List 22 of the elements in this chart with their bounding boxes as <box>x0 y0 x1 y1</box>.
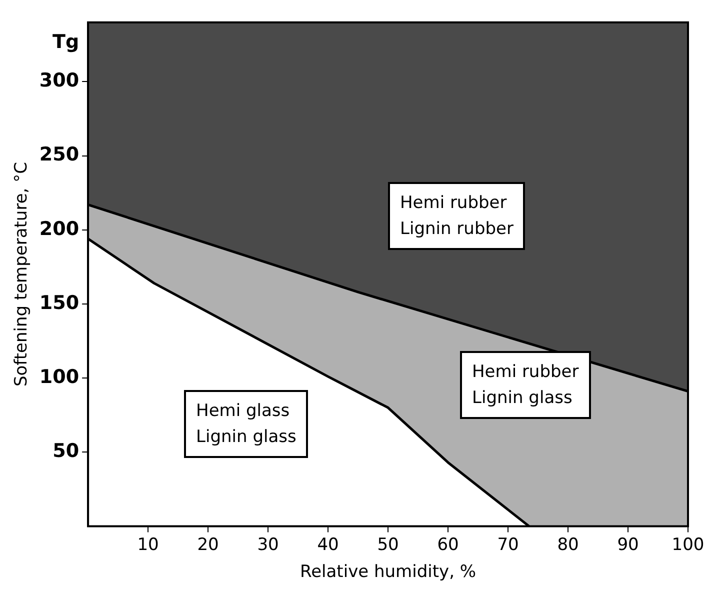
x-tick-label: 60 <box>437 534 459 555</box>
y-tick-label: Tg <box>52 31 80 54</box>
annotation: Hemi rubber Lignin glass <box>460 351 591 420</box>
annotation: Hemi rubber Lignin rubber <box>388 182 526 250</box>
y-axis-title: Softening temperature, °C <box>12 162 32 387</box>
x-tick-label: 50 <box>377 534 399 555</box>
y-tick-label: 150 <box>39 292 80 314</box>
x-tick-label: 40 <box>317 534 339 555</box>
y-tick-label: 300 <box>39 70 80 92</box>
y-tick-label: 50 <box>52 440 80 462</box>
x-tick-label: 90 <box>617 534 639 555</box>
y-tick-label: 200 <box>39 218 80 240</box>
x-tick-label: 10 <box>137 534 159 555</box>
x-tick-label: 30 <box>257 534 279 555</box>
y-tick-label: 100 <box>39 366 80 388</box>
x-tick-label: 100 <box>672 534 704 555</box>
x-axis-title: Relative humidity, % <box>300 562 476 582</box>
annotation: Hemi glass Lignin glass <box>184 390 308 458</box>
x-tick-label: 80 <box>557 534 579 555</box>
x-tick-label: 20 <box>197 534 219 555</box>
y-tick-label: 250 <box>39 144 80 166</box>
x-tick-label: 70 <box>497 534 519 555</box>
